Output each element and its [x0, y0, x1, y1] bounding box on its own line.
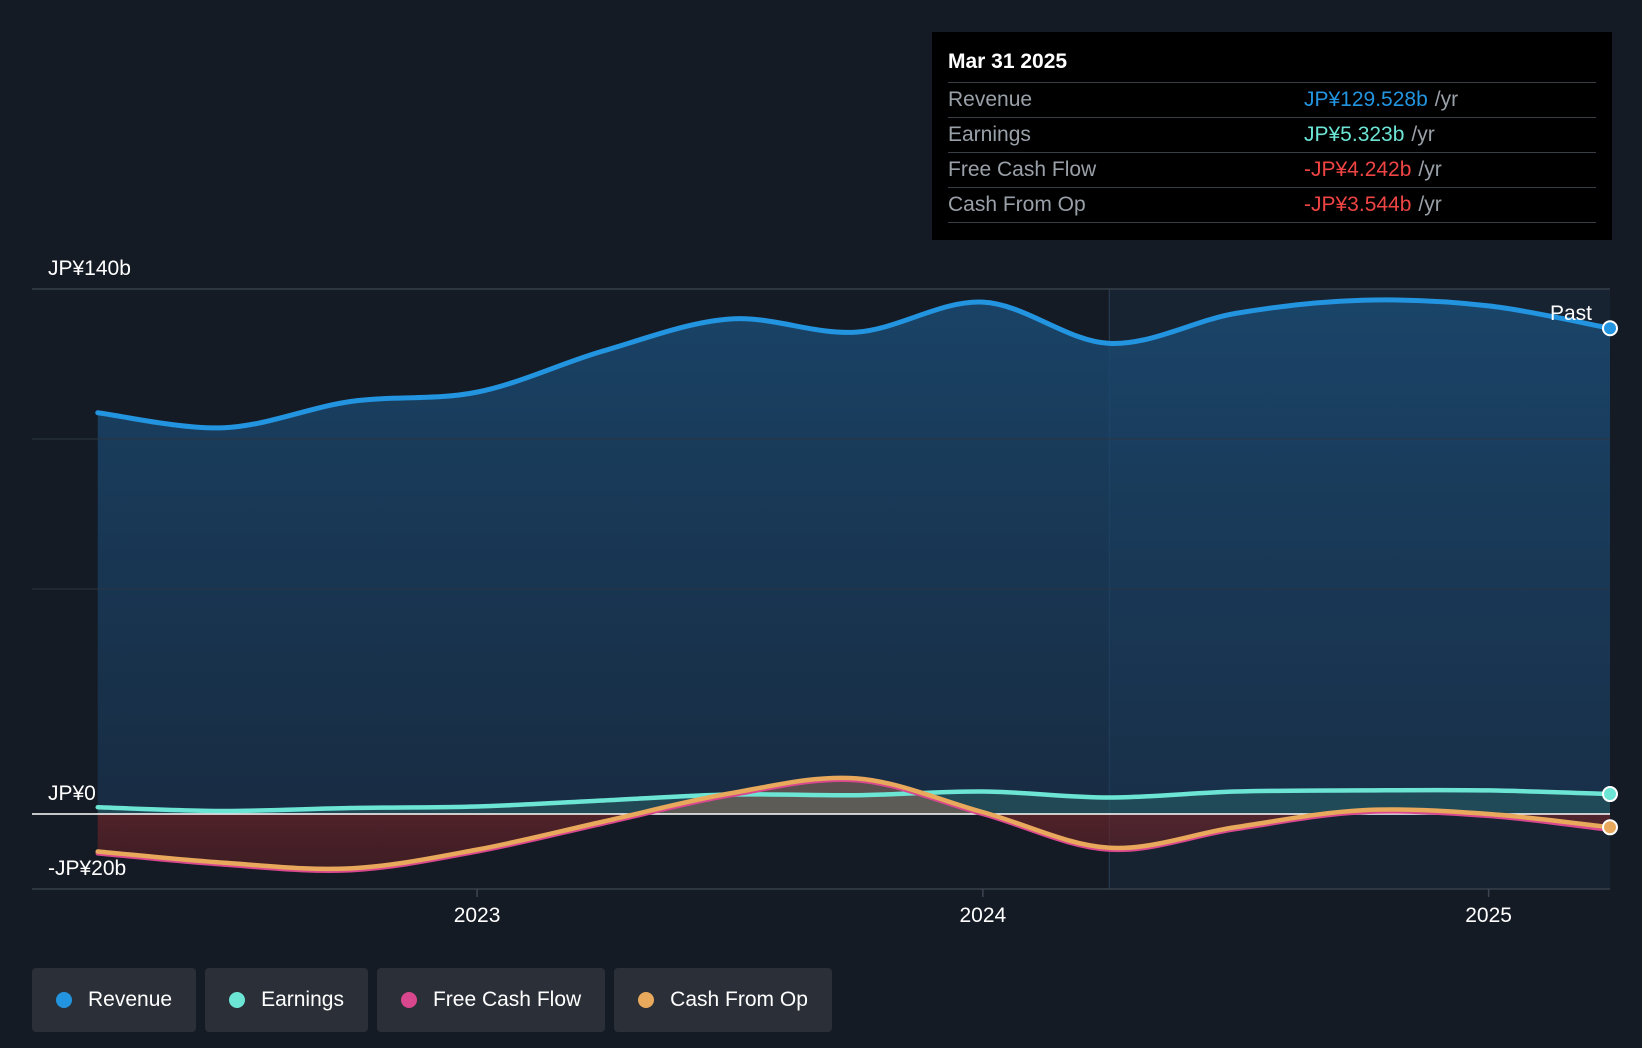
cash-from-op-negative-area	[97, 814, 1610, 869]
tooltip-unit: /yr	[1434, 88, 1459, 111]
legend-label: Cash From Op	[670, 988, 808, 1011]
legend-label: Free Cash Flow	[432, 988, 582, 1011]
earnings-dot-icon	[229, 992, 246, 1008]
tooltip-value: -JP¥4.242b	[1304, 158, 1412, 181]
tooltip-label: Revenue	[948, 88, 1033, 111]
tooltip: Mar 31 2025 Revenue JP¥129.528b /yr Earn…	[932, 32, 1612, 240]
revenue-end-marker	[1602, 320, 1618, 337]
tooltip-label: Earnings	[948, 123, 1031, 146]
tooltip-value: -JP¥3.544b	[1304, 193, 1412, 216]
tooltip-row-revenue: Revenue JP¥129.528b /yr	[948, 82, 1596, 117]
legend-item-revenue[interactable]: Revenue	[32, 968, 197, 1032]
cash-from-op-dot-icon	[638, 992, 655, 1008]
cash-from-op-line	[95, 775, 1613, 872]
y-tick-label: -JP¥20b	[48, 857, 126, 880]
cash-from-op-end-marker	[1602, 819, 1618, 836]
earnings-line	[95, 787, 1613, 814]
y-tick-label: JP¥140b	[48, 257, 131, 280]
legend-label: Earnings	[261, 988, 344, 1011]
legend-item-cash-from-op[interactable]: Cash From Op	[614, 968, 832, 1032]
y-tick-label: JP¥0	[48, 782, 96, 805]
legend-item-free-cash-flow[interactable]: Free Cash Flow	[376, 968, 606, 1032]
tooltip-label: Cash From Op	[948, 193, 1086, 216]
legend: Revenue Earnings Free Cash Flow Cash Fro…	[32, 968, 832, 1032]
earnings-end-marker	[1602, 786, 1618, 803]
tooltip-unit: /yr	[1411, 123, 1435, 146]
tooltip-row-free-cash-flow: Free Cash Flow -JP¥4.242b /yr	[948, 152, 1596, 187]
tooltip-row-cash-from-op: Cash From Op -JP¥3.544b /yr	[948, 187, 1596, 223]
x-tick-label: 2023	[454, 904, 501, 927]
tooltip-unit: /yr	[1418, 193, 1442, 216]
x-tick-label: 2025	[1465, 904, 1512, 927]
tooltip-value: JP¥129.528b	[1304, 88, 1428, 111]
past-label: Past	[1550, 302, 1592, 325]
tooltip-date: Mar 31 2025	[948, 50, 1068, 73]
tooltip-value: JP¥5.323b	[1304, 123, 1405, 146]
legend-label: Revenue	[88, 988, 173, 1011]
revenue-area	[97, 299, 1610, 814]
revenue-dot-icon	[56, 992, 72, 1008]
legend-item-earnings[interactable]: Earnings	[205, 968, 368, 1032]
revenue-line	[95, 297, 1613, 431]
tooltip-unit: /yr	[1418, 158, 1442, 181]
free-cash-flow-dot-icon	[400, 992, 417, 1008]
tooltip-row-earnings: Earnings JP¥5.323b /yr	[948, 117, 1596, 152]
x-tick-label: 2024	[959, 904, 1006, 927]
tooltip-label: Free Cash Flow	[948, 158, 1097, 181]
